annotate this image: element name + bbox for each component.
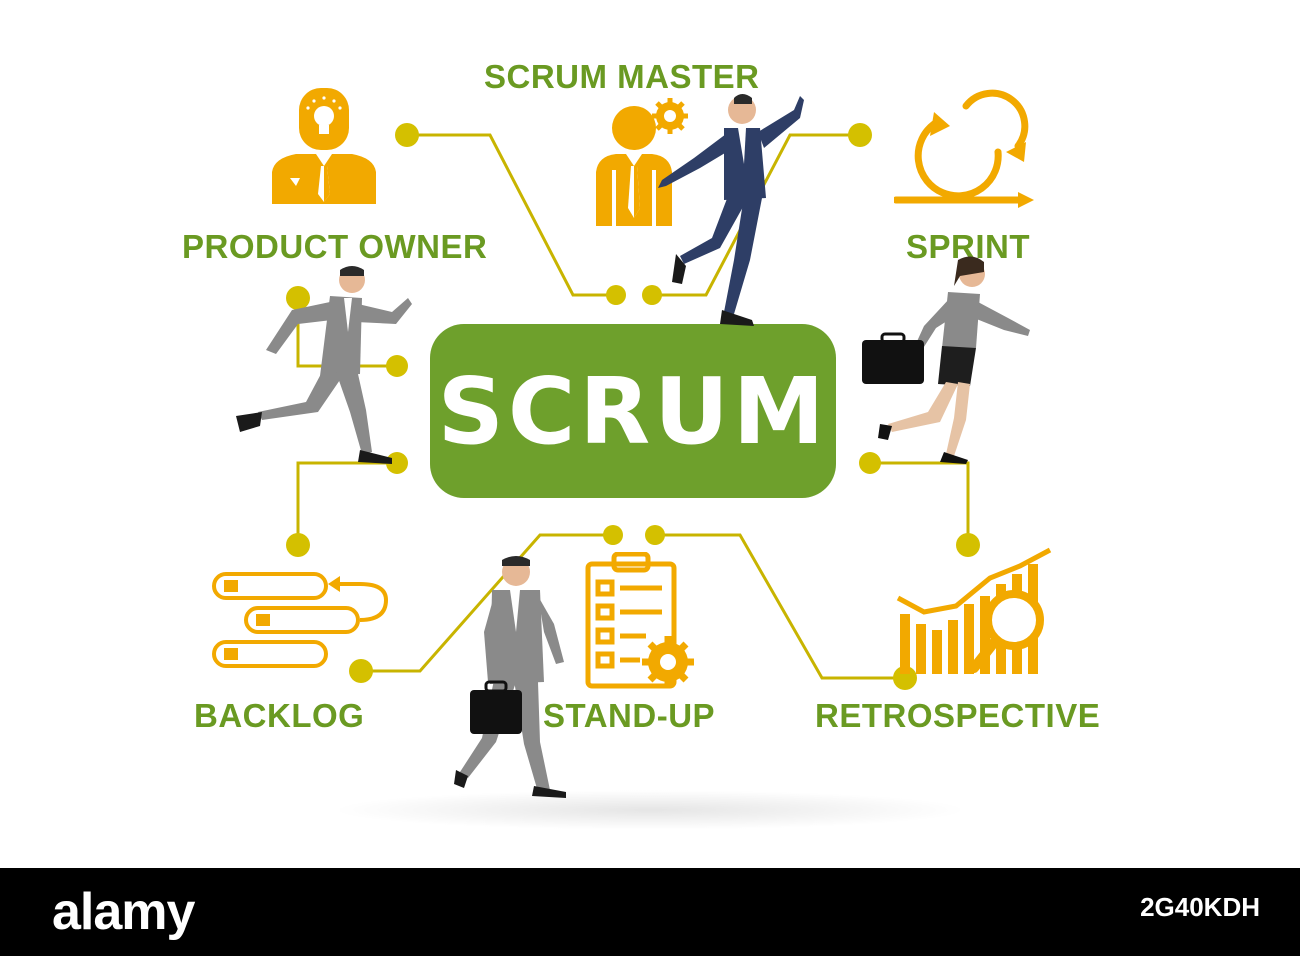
scrum-center-box: SCRUM bbox=[430, 324, 836, 498]
connector-backlog bbox=[296, 461, 397, 545]
scrum-master-icon bbox=[596, 98, 688, 226]
businessman-running-left-figure bbox=[236, 266, 412, 464]
footer-image-id: 2G40KDH bbox=[1140, 892, 1260, 922]
connector-product-owner bbox=[407, 133, 616, 297]
label-stand-up: STAND-UP bbox=[543, 697, 716, 734]
businessman-jumping-figure bbox=[658, 94, 804, 326]
node-dot bbox=[642, 285, 662, 305]
node-dot bbox=[395, 123, 419, 147]
node-dot bbox=[386, 355, 408, 377]
node-dot bbox=[606, 285, 626, 305]
floor-shadow bbox=[330, 790, 970, 830]
node-dot bbox=[956, 533, 980, 557]
label-product-owner: PRODUCT OWNER bbox=[182, 228, 488, 265]
node-dot bbox=[286, 286, 310, 310]
connector-retrospective bbox=[655, 533, 905, 680]
node-dot bbox=[893, 666, 917, 690]
retrospective-icon bbox=[896, 547, 1052, 674]
node-dot bbox=[349, 659, 373, 683]
node-dot bbox=[645, 525, 665, 545]
node-dot bbox=[848, 123, 872, 147]
stand-up-icon bbox=[585, 552, 694, 689]
diagram-canvas: SCRUM SCRUM MASTER PRODUCT OWNER SPRINT … bbox=[182, 58, 1101, 830]
businessman-walking-figure bbox=[454, 556, 566, 798]
node-dot bbox=[603, 525, 623, 545]
connector-sprint bbox=[870, 461, 970, 545]
label-retrospective: RETROSPECTIVE bbox=[815, 697, 1101, 734]
sprint-icon bbox=[894, 89, 1034, 208]
connector-stand-up bbox=[361, 533, 613, 673]
node-dot bbox=[386, 452, 408, 474]
footer-bar: alamy 2G40KDH bbox=[0, 868, 1300, 956]
footer-logo: alamy bbox=[52, 883, 195, 941]
node-dot bbox=[859, 452, 881, 474]
backlog-icon bbox=[212, 572, 389, 668]
node-dot bbox=[286, 533, 310, 557]
label-scrum-master: SCRUM MASTER bbox=[484, 58, 760, 95]
label-backlog: BACKLOG bbox=[194, 697, 365, 734]
center-label: SCRUM bbox=[437, 357, 829, 465]
businesswoman-running-figure bbox=[862, 256, 1030, 464]
product-owner-icon bbox=[272, 88, 376, 204]
